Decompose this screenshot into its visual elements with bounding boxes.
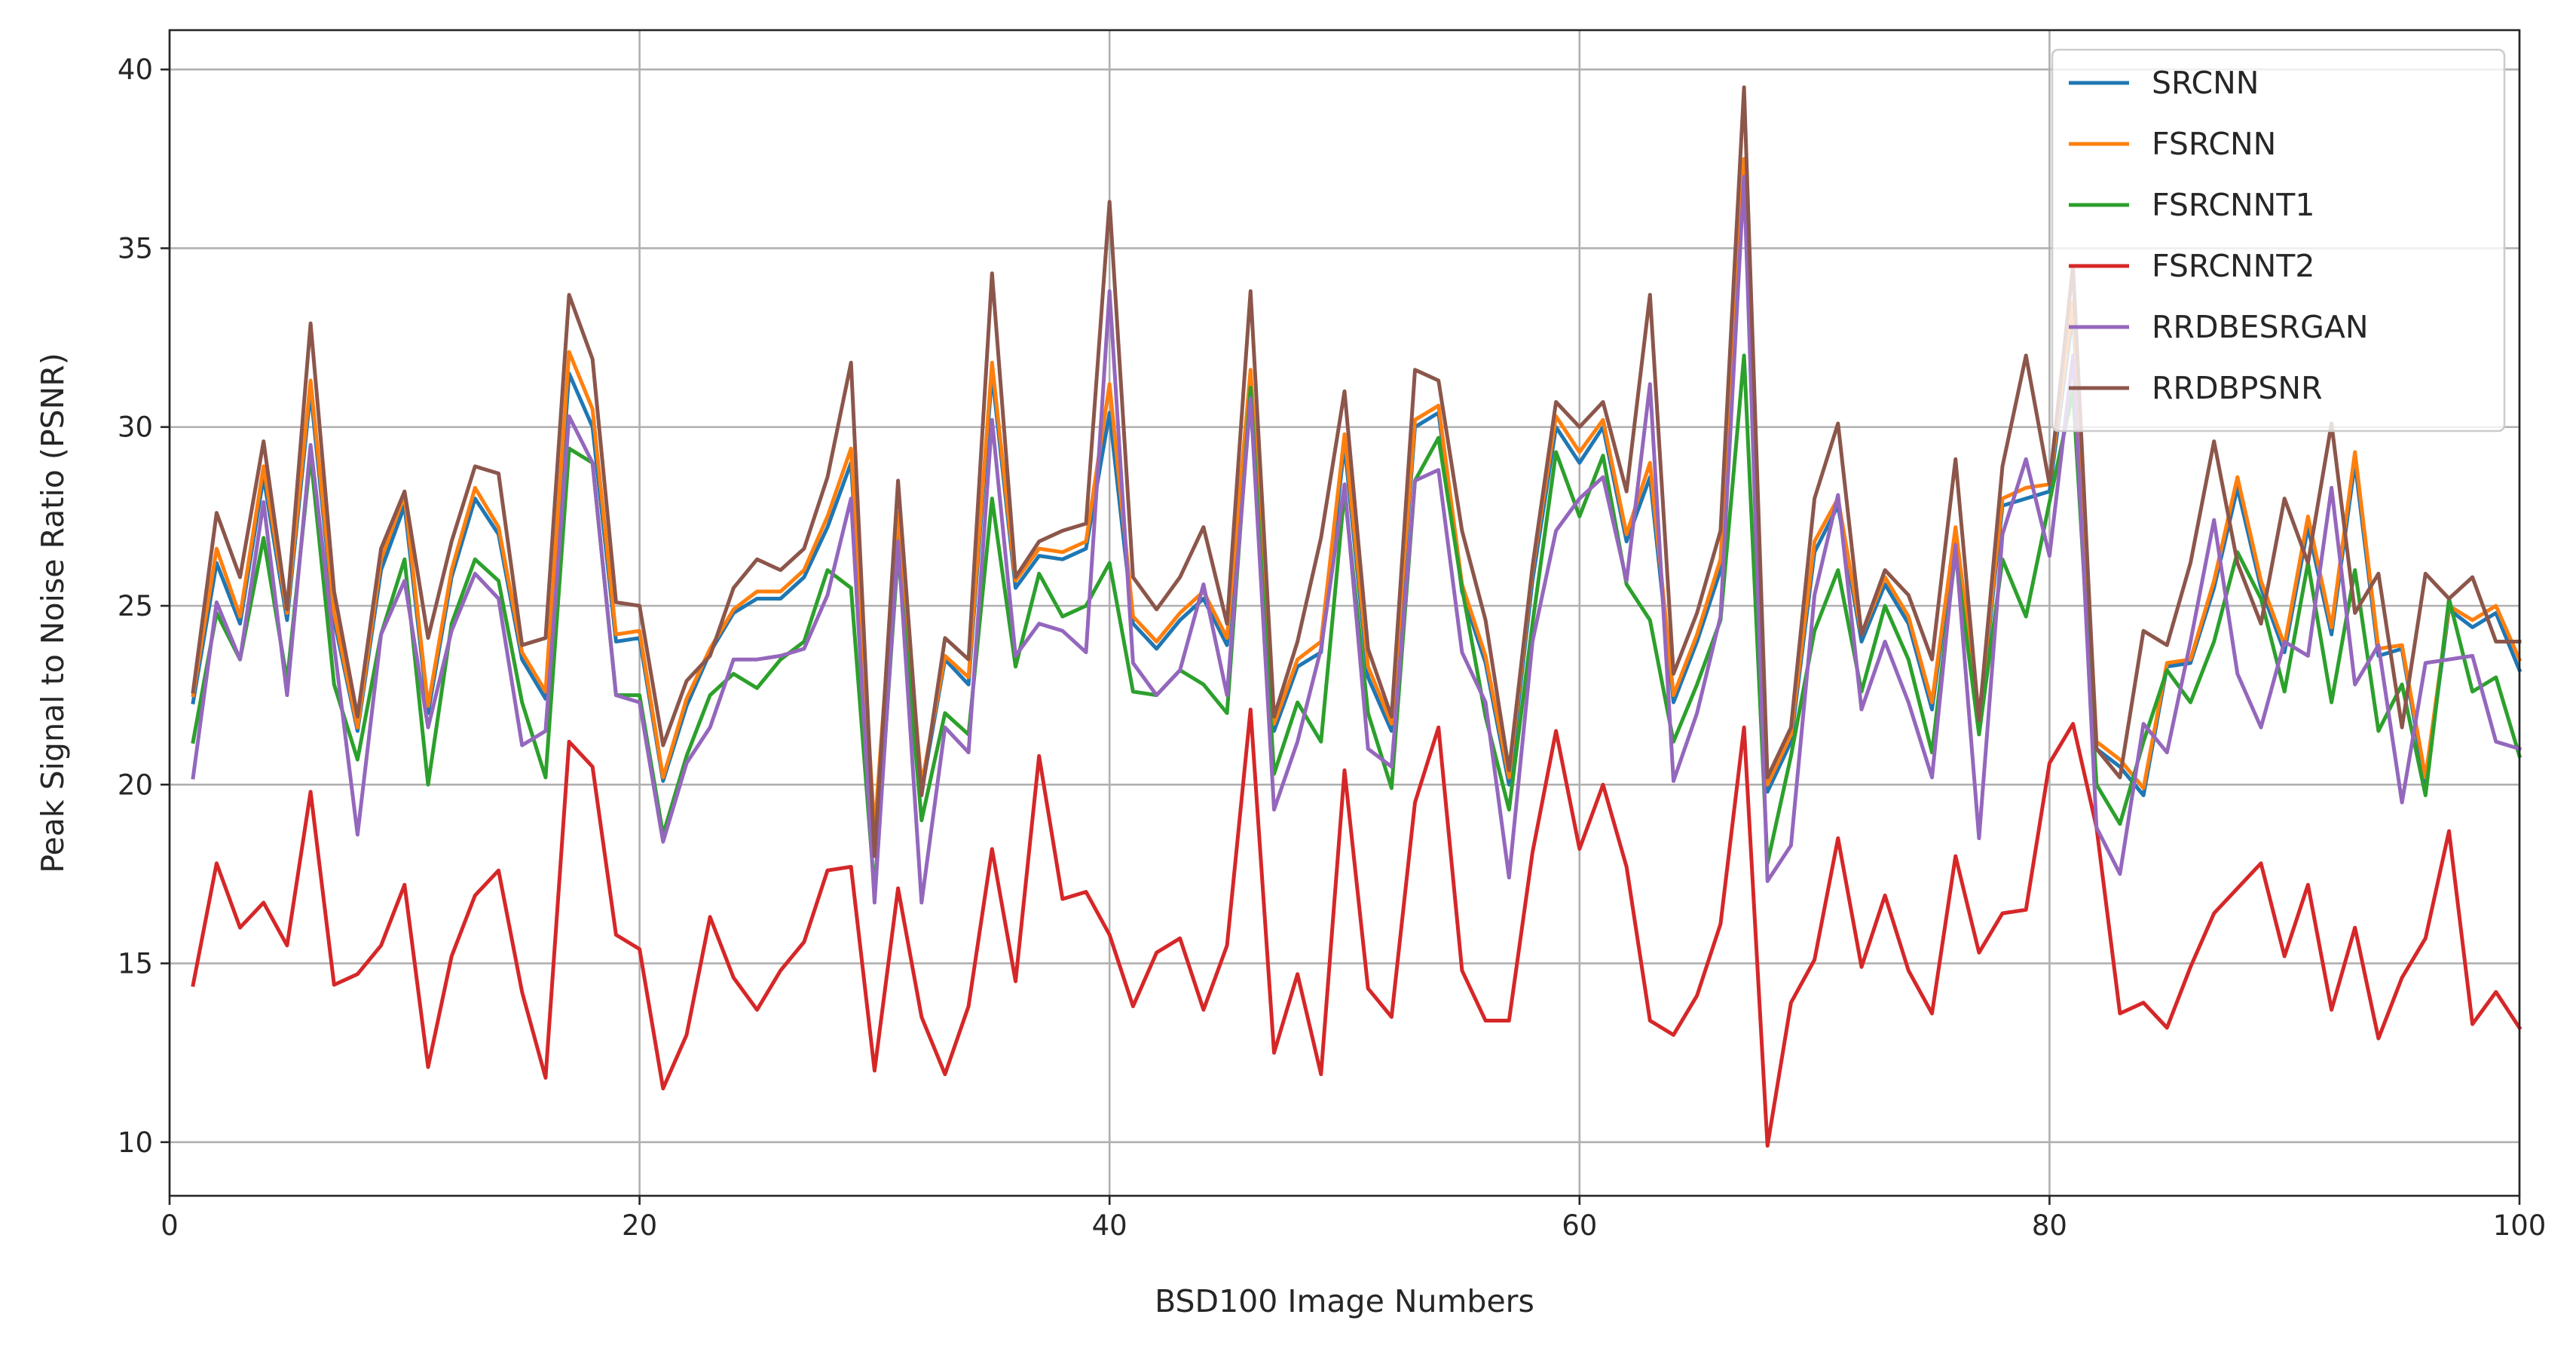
legend-label-rrdbpsnr: RRDBPSNR xyxy=(2152,370,2323,406)
x-tick-label: 100 xyxy=(2493,1209,2547,1242)
y-tick-label: 20 xyxy=(118,769,153,801)
legend-label-fsrcnnt1: FSRCNNT1 xyxy=(2152,187,2314,223)
x-tick-label: 60 xyxy=(1562,1209,1597,1242)
series-line-rrdbpsnr xyxy=(191,85,2522,858)
legend: SRCNN FSRCNN FSRCNNT1 FSRCNNT2 RRDBESRGAN RRD… xyxy=(2051,48,2506,433)
y-tick-label: 30 xyxy=(118,411,153,444)
legend-label-fsrcnn: FSRCNN xyxy=(2152,126,2276,162)
y-tick-label: 40 xyxy=(118,53,153,86)
series-line-fsrcnn xyxy=(191,157,2522,833)
x-axis-title: BSD100 Image Numbers xyxy=(1155,1283,1534,1319)
x-tick-label: 80 xyxy=(2032,1209,2067,1242)
y-tick-label: 10 xyxy=(118,1126,153,1159)
x-tick-label: 0 xyxy=(161,1209,179,1242)
series-line-rrdbesrgan xyxy=(191,175,2522,905)
x-tick-label: 40 xyxy=(1092,1209,1127,1242)
legend-label-rrdbesrgan: RRDBESRGAN xyxy=(2152,309,2369,345)
legend-label-srcnn: SRCNN xyxy=(2152,65,2259,101)
legend-frame xyxy=(2051,48,2506,433)
legend-label-fsrcnnt2: FSRCNNT2 xyxy=(2152,248,2314,284)
series-line-fsrcnnt2 xyxy=(191,708,2522,1148)
y-axis-title: Peak Signal to Noise Ratio (PSNR) xyxy=(35,353,71,873)
y-tick-label: 25 xyxy=(118,590,153,622)
y-tick-label: 15 xyxy=(118,948,153,980)
y-tick-label: 35 xyxy=(118,232,153,264)
series-lines xyxy=(191,85,2522,1148)
axis-ticks: 0 20 40 60 80 100 10 15 20 25 30 35 40 xyxy=(118,53,2546,1242)
plot-area-frame xyxy=(168,29,2521,1197)
x-tick-label: 20 xyxy=(622,1209,657,1242)
